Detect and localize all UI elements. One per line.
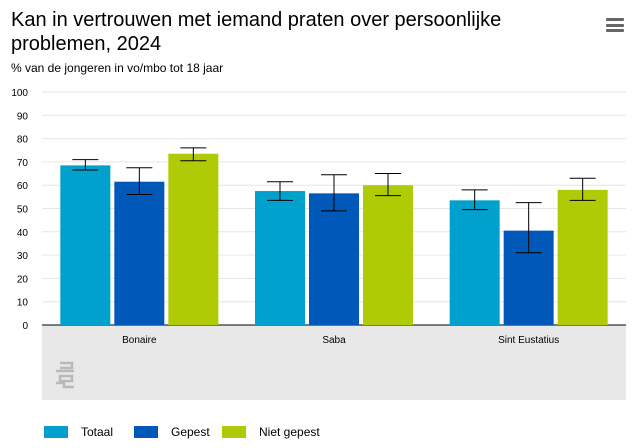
y-tick-label: 80 (17, 135, 29, 146)
y-tick-label: 100 (11, 88, 28, 99)
bar[interactable] (363, 185, 413, 325)
y-tick-label: 40 (17, 228, 29, 239)
chart-legend: Totaal Gepest Niet gepest (44, 425, 322, 439)
legend-item[interactable]: Gepest (134, 425, 222, 439)
x-category-label: Saba (322, 335, 346, 346)
cbs-logo-icon (56, 361, 74, 389)
y-tick-label: 20 (17, 274, 29, 285)
y-tick-label: 50 (17, 205, 29, 216)
bar[interactable] (449, 200, 500, 325)
legend-swatch (222, 426, 246, 438)
chart-title: Kan in vertrouwen met iemand praten over… (11, 9, 502, 55)
x-category-label: Bonaire (122, 335, 157, 346)
x-category-label: Sint Eustatius (498, 335, 559, 346)
bar[interactable] (309, 193, 359, 325)
y-tick-label: 10 (17, 298, 29, 309)
bar[interactable] (114, 181, 165, 325)
y-tick-label: 70 (17, 158, 29, 169)
hamburger-menu-icon[interactable] (606, 18, 624, 32)
bar[interactable] (255, 191, 305, 325)
legend-item[interactable]: Totaal (44, 425, 134, 439)
legend-swatch (44, 426, 68, 438)
bar[interactable] (168, 153, 219, 325)
y-tick-label: 60 (17, 181, 29, 192)
legend-label: Gepest (171, 425, 210, 439)
bar[interactable] (60, 165, 111, 325)
bar[interactable] (557, 189, 608, 325)
legend-item[interactable]: Niet gepest (222, 425, 322, 439)
y-tick-label: 0 (22, 321, 28, 332)
y-tick-label: 30 (17, 251, 29, 262)
legend-label: Totaal (81, 425, 114, 439)
legend-swatch (134, 426, 158, 438)
x-axis-band (42, 325, 626, 400)
legend-label: Niet gepest (259, 425, 320, 439)
chart-subtitle: % van de jongeren in vo/mbo tot 18 jaar (11, 61, 224, 75)
bar-chart: 0 10 20 30 40 50 60 70 80 90 100 Bonaire Saba Sint Eu… (11, 88, 626, 400)
y-tick-label: 90 (17, 111, 29, 122)
